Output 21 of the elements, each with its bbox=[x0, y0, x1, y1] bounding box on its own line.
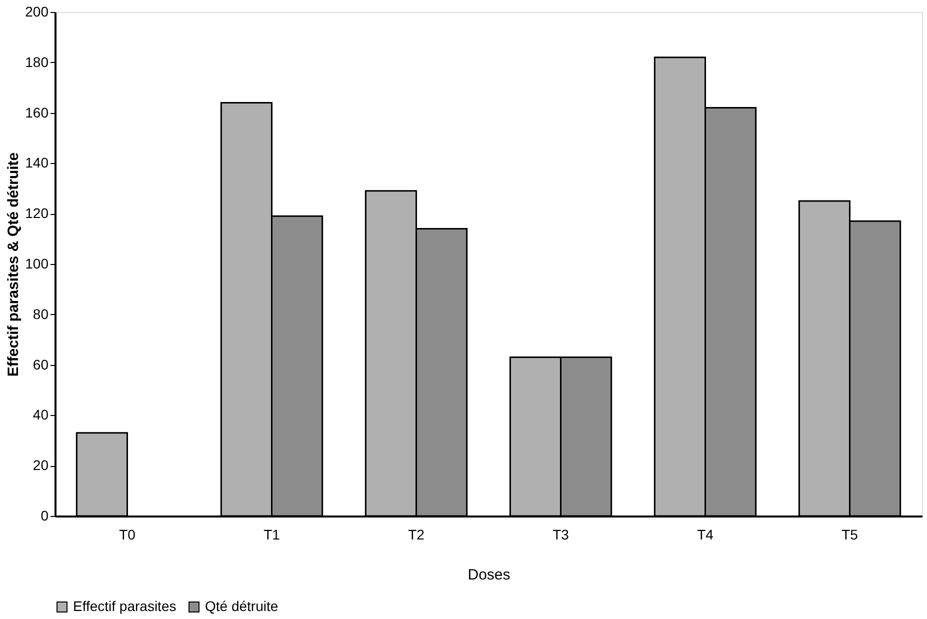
y-tick-label: 200 bbox=[25, 4, 49, 20]
y-tick-label: 180 bbox=[25, 54, 49, 70]
y-tick-label: 60 bbox=[32, 356, 49, 372]
y-tick-label: 140 bbox=[25, 154, 49, 171]
x-tick-label: T0 bbox=[119, 526, 136, 542]
legend-label: Effectif parasites bbox=[73, 598, 176, 614]
x-tick-label: T5 bbox=[842, 526, 858, 542]
y-tick-label: 20 bbox=[32, 457, 49, 474]
y-tick-label: 100 bbox=[25, 256, 49, 272]
x-axis-title: Doses bbox=[468, 566, 510, 584]
x-tick-label: T1 bbox=[264, 526, 280, 542]
y-tick-label: 120 bbox=[25, 205, 49, 222]
legend-label: Qté détruite bbox=[205, 598, 278, 614]
x-tick-label: T3 bbox=[552, 526, 570, 542]
y-tick-label: 0 bbox=[40, 508, 49, 524]
y-tick-label: 80 bbox=[32, 306, 49, 322]
x-tick-label: T2 bbox=[408, 526, 425, 542]
y-tick-label: 40 bbox=[32, 406, 49, 423]
y-axis-title: Effectif parasites & Qté détruite bbox=[5, 152, 22, 377]
y-tick-label: 160 bbox=[25, 104, 49, 120]
x-tick-label: T4 bbox=[697, 526, 714, 542]
